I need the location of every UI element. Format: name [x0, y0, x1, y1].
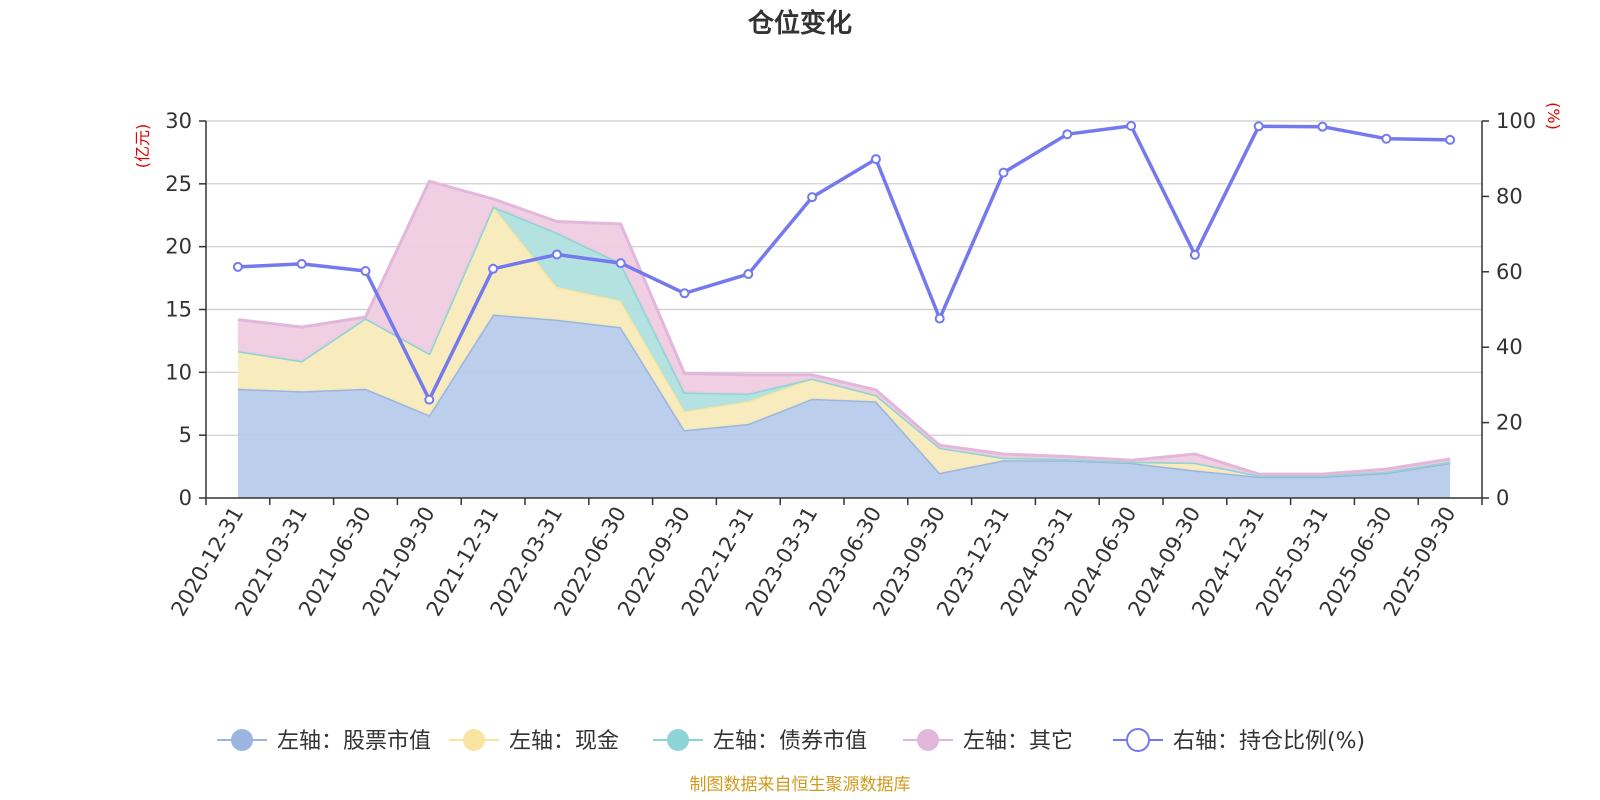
position-ratio-line [232, 120, 1456, 405]
right-tick-label: 80 [1496, 184, 1523, 208]
line-point [488, 263, 499, 274]
legend-label: 左轴：现金 [509, 729, 619, 754]
line-point [424, 394, 435, 405]
legend-label: 左轴：股票市值 [277, 729, 431, 754]
left-tick-label: 15 [165, 298, 192, 322]
line-point [870, 154, 881, 165]
line-point [551, 249, 562, 260]
line-point [1381, 133, 1392, 144]
legend-item-1: 左轴：现金 [449, 729, 619, 754]
area-edge-3 [237, 179, 1451, 476]
line-point [1253, 121, 1264, 132]
right-tick-label: 100 [1496, 109, 1536, 133]
right-tick-label: 0 [1496, 486, 1509, 510]
area-series-1 [237, 206, 1451, 477]
legend-item-0: 左轴：股票市值 [217, 729, 431, 754]
legend-marker [231, 729, 253, 751]
line-point [360, 266, 371, 277]
legend-marker [1126, 728, 1150, 752]
line-point [1189, 249, 1200, 260]
right-axis-unit: (%) [1544, 102, 1563, 130]
line-point [1445, 134, 1456, 145]
left-tick-label: 5 [179, 423, 192, 447]
legend-marker [917, 729, 939, 751]
left-tick-label: 0 [179, 486, 192, 510]
line-point [679, 288, 690, 299]
legend: 左轴：股票市值 左轴：现金 左轴：债券市值 左轴：其它 右轴：持仓比例(%) [217, 728, 1365, 754]
right-tick-label: 20 [1496, 411, 1523, 435]
line-point [1126, 120, 1137, 131]
line-point [1317, 121, 1328, 132]
legend-marker [463, 729, 485, 751]
left-tick-label: 20 [165, 235, 192, 259]
stacked-areas [237, 179, 1451, 498]
right-tick-label: 60 [1496, 260, 1523, 284]
line-point [296, 258, 307, 269]
line-point [615, 258, 626, 269]
legend-label: 左轴：债券市值 [713, 729, 867, 754]
line-point [807, 192, 818, 203]
line-point [934, 313, 945, 324]
data-source-note: 制图数据来自恒生聚源数据库 [690, 775, 911, 795]
legend-item-2: 左轴：债券市值 [653, 729, 867, 754]
left-axis-unit: (亿元) [133, 124, 152, 169]
area-series-0 [237, 314, 1451, 498]
legend-item-3: 左轴：其它 [903, 729, 1073, 754]
right-tick-label: 40 [1496, 335, 1523, 359]
legend-marker [667, 729, 689, 751]
legend-item-4: 右轴：持仓比例(%) [1113, 728, 1365, 754]
chart-title: 仓位变化 [747, 8, 852, 39]
line-point [743, 269, 754, 280]
legend-label: 左轴：其它 [963, 729, 1073, 754]
left-tick-label: 25 [165, 172, 192, 196]
left-tick-label: 10 [165, 360, 192, 384]
line-path [237, 124, 1451, 402]
line-point [998, 167, 1009, 178]
line-point [1062, 129, 1073, 140]
line-point [232, 261, 243, 272]
left-tick-label: 30 [165, 109, 192, 133]
legend-label: 右轴：持仓比例(%) [1173, 729, 1365, 754]
